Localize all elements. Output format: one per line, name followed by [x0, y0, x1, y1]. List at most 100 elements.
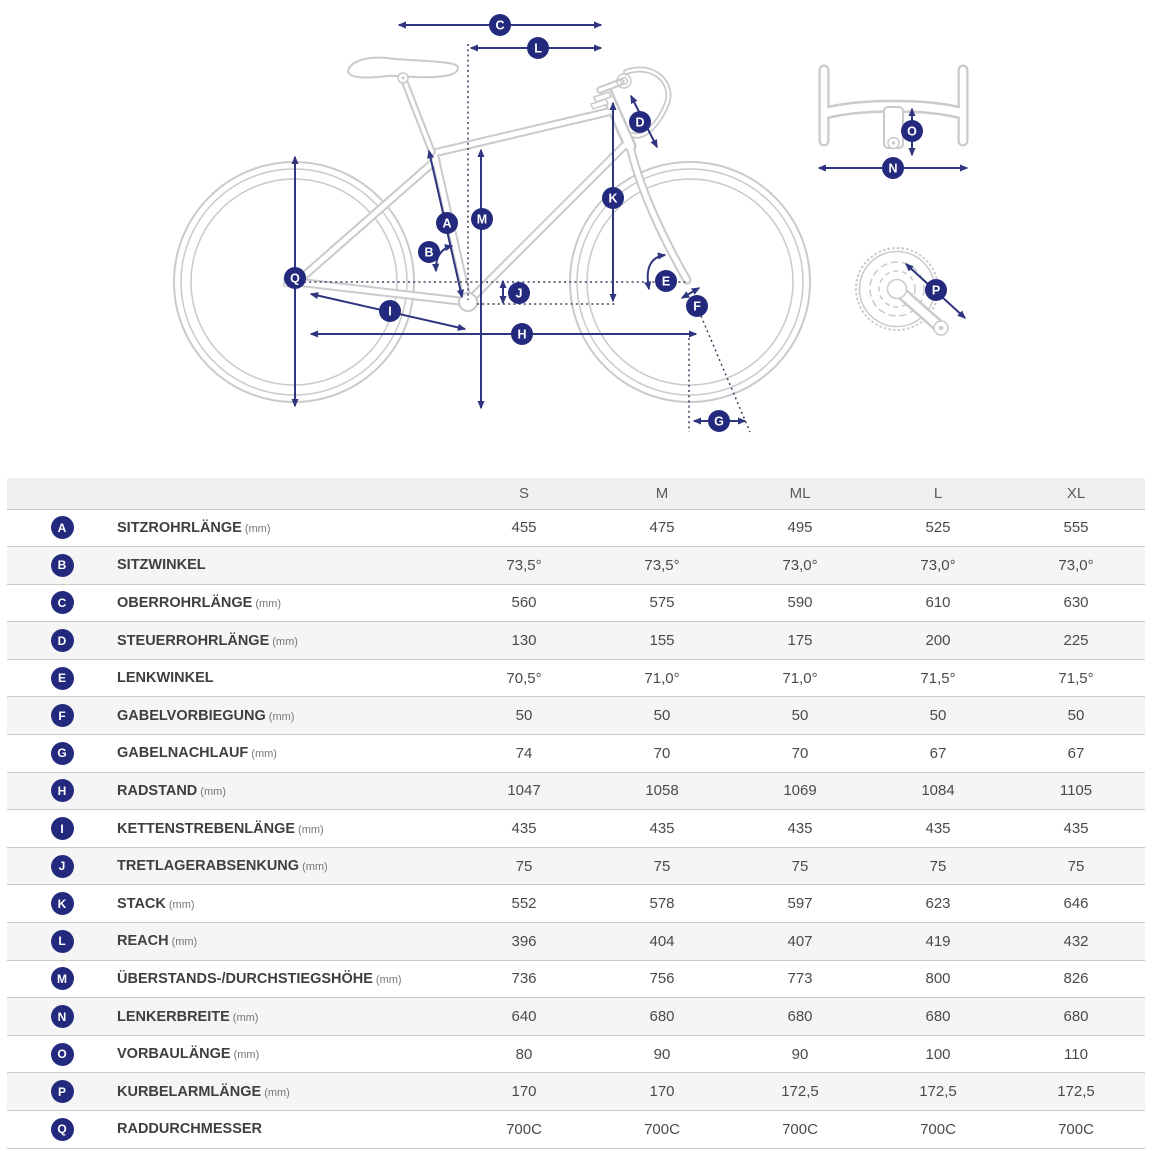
value-cell-xl: 1105 [1059, 782, 1093, 800]
value-cell-m: 73,5° [644, 556, 680, 574]
value-cell-l: 680 [925, 1008, 951, 1026]
value-cell-l: 67 [929, 744, 947, 762]
value-cell-xl: 50 [1067, 707, 1085, 725]
row-label: LENKERBREITE [117, 1008, 230, 1025]
value-cell-ml: 70 [791, 744, 809, 762]
row-marker-badge: N [50, 1005, 74, 1029]
svg-text:G: G [714, 415, 724, 429]
size-column-header-l: L [869, 478, 1007, 509]
row-label: REACH [117, 933, 169, 950]
row-label-cell: STACK (mm) [117, 885, 455, 923]
row-label: ÜBERSTANDS-/DURCHSTIEGSHÖHE [117, 970, 373, 987]
svg-text:H: H [517, 328, 526, 342]
value-cell-m: 170 [649, 1083, 675, 1101]
row-marker-cell: J [7, 847, 117, 885]
row-marker-badge: F [50, 704, 74, 728]
marker-g-badge: G [708, 410, 730, 432]
value-cell-ml: 700C [782, 1120, 818, 1138]
row-label-cell: ÜBERSTANDS-/DURCHSTIEGSHÖHE (mm) [117, 960, 455, 998]
value-cell-xl: 630 [1063, 594, 1089, 612]
row-label-cell: KURBELARMLÄNGE (mm) [117, 1073, 455, 1111]
row-label-cell: SITZROHRLÄNGE (mm) [117, 509, 455, 547]
value-cell-l: 200 [925, 632, 951, 650]
value-cell-m: 435 [649, 820, 675, 838]
marker-k-badge: K [602, 187, 624, 209]
svg-text:P: P [932, 284, 940, 298]
row-label-cell: LENKWINKEL [117, 659, 455, 697]
value-cell-l: 700C [920, 1120, 956, 1138]
row-marker-badge: H [50, 779, 74, 803]
row-label: KURBELARMLÄNGE [117, 1083, 262, 1100]
size-column-header-s: S [455, 478, 593, 509]
geometry-row-g: G GABELNACHLAUF (mm) 74 70 70 67 67 [7, 734, 1145, 773]
row-label: TRETLAGERABSENKUNG [117, 858, 300, 875]
row-label: OBERROHRLÄNGE [117, 594, 253, 611]
row-unit: (mm) [251, 748, 277, 761]
row-marker-cell: I [7, 810, 117, 848]
value-cell-ml: 50 [791, 707, 809, 725]
bike-side-view [173, 56, 811, 403]
marker-e-badge: E [655, 270, 677, 292]
geometry-row-q: Q RADDURCHMESSER 700C 700C 700C 700C 700C [7, 1110, 1145, 1149]
row-label-cell: GABELNACHLAUF (mm) [117, 735, 455, 773]
value-cell-m: 756 [649, 970, 675, 988]
value-cell-ml: 680 [787, 1008, 813, 1026]
geometry-row-f: F GABELVORBIEGUNG (mm) 50 50 50 50 50 [7, 696, 1145, 735]
value-cell-ml: 407 [787, 932, 813, 950]
size-column-header-ml: ML [731, 478, 869, 509]
row-label: STEUERROHRLÄNGE [117, 632, 270, 649]
marker-d-badge: D [629, 111, 651, 133]
row-label: SITZROHRLÄNGE [117, 519, 242, 536]
value-cell-s: 73,5° [506, 556, 542, 574]
geometry-row-c: C OBERROHRLÄNGE (mm) 560 575 590 610 630 [7, 584, 1145, 622]
value-cell-ml: 495 [787, 519, 813, 537]
value-cell-xl: 75 [1067, 857, 1085, 875]
value-cell-l: 75 [929, 857, 947, 875]
value-cell-l: 73,0° [920, 556, 956, 574]
geometry-row-l: L REACH (mm) 396 404 407 419 432 [7, 922, 1145, 961]
value-cell-ml: 590 [787, 594, 813, 612]
geometry-row-a: A SITZROHRLÄNGE (mm) 455 475 495 525 555 [7, 509, 1145, 547]
row-label-cell: REACH (mm) [117, 923, 455, 961]
value-cell-l: 610 [925, 594, 951, 612]
svg-text:N: N [888, 162, 897, 176]
size-column-header-m: M [593, 478, 731, 509]
row-marker-cell: E [7, 659, 117, 697]
row-label-cell: KETTENSTREBENLÄNGE (mm) [117, 810, 455, 848]
value-cell-m: 578 [649, 895, 675, 913]
diagram-markers: A B C D E F G H I J K L M N O P Q [284, 14, 947, 432]
row-label-cell: RADSTAND (mm) [117, 772, 455, 810]
value-cell-l: 435 [925, 820, 951, 838]
value-cell-s: 1047 [507, 782, 541, 800]
marker-b-badge: B [418, 241, 440, 263]
marker-h-badge: H [511, 323, 533, 345]
value-cell-m: 475 [649, 519, 675, 537]
row-unit: (mm) [268, 710, 295, 723]
handlebar-front-view [817, 64, 969, 172]
geometry-table: S M ML L XL A SITZROHRLÄNGE (mm) 455 475 495 525 55… [7, 478, 1145, 1149]
row-unit: (mm) [200, 785, 226, 798]
value-cell-m: 575 [649, 594, 675, 612]
row-label: LENKWINKEL [117, 670, 214, 687]
marker-o-badge: O [901, 120, 923, 142]
row-marker-badge: M [50, 967, 74, 991]
value-cell-s: 736 [511, 970, 537, 988]
value-cell-xl: 432 [1063, 932, 1089, 950]
seatpost [400, 76, 436, 156]
row-label: RADDURCHMESSER [117, 1121, 263, 1138]
row-unit: (mm) [232, 1011, 259, 1024]
svg-text:D: D [635, 116, 644, 130]
size-header-row: S M ML L XL [7, 478, 1145, 509]
value-cell-xl: 73,0° [1058, 556, 1094, 574]
row-marker-cell: P [7, 1073, 117, 1111]
marker-n-badge: N [882, 157, 904, 179]
steering-axis-dotted [700, 315, 751, 433]
value-cell-s: 700C [506, 1120, 542, 1138]
row-marker-badge: B [50, 553, 74, 577]
geometry-row-i: I KETTENSTREBENLÄNGE (mm) 435 435 435 435 435 [7, 809, 1145, 848]
geometry-row-p: P KURBELARMLÄNGE (mm) 170 170 172,5 172,5 172,5 [7, 1072, 1145, 1111]
row-marker-cell: G [7, 735, 117, 773]
geometry-row-e: E LENKWINKEL 70,5° 71,0° 71,0° 71,5° 71,5° [7, 659, 1145, 697]
row-marker-cell: H [7, 772, 117, 810]
row-marker-badge: O [50, 1042, 74, 1066]
